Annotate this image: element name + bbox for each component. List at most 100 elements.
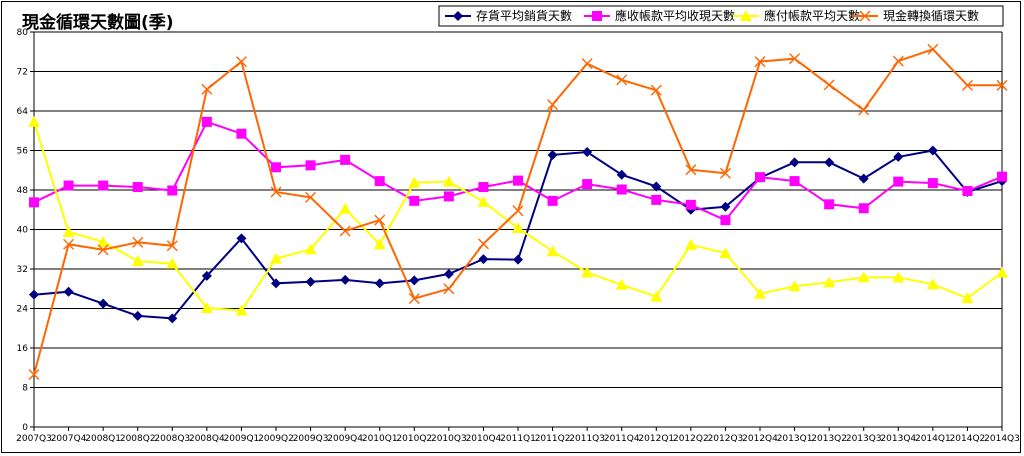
data-point [926, 278, 939, 290]
data-point-stroke [339, 225, 351, 237]
series-line [33, 120, 1003, 222]
y-tick-label: 40 [17, 226, 29, 236]
data-point [582, 146, 593, 157]
series-2 [29, 116, 1007, 226]
data-point [443, 191, 454, 202]
data-point [581, 58, 593, 70]
chart-title: 現金循環天數圖(季) [22, 12, 174, 33]
data-point [824, 157, 835, 168]
data-point [755, 172, 765, 183]
data-point [616, 169, 627, 180]
data-point-stroke [547, 99, 559, 111]
data-point [98, 180, 109, 191]
data-point [858, 104, 870, 116]
data-point [651, 181, 662, 192]
data-point [789, 53, 801, 65]
data-point [305, 160, 316, 171]
data-point-stroke [581, 58, 593, 70]
data-point [684, 238, 697, 250]
data-point [63, 286, 74, 297]
data-point [513, 175, 523, 186]
data-point [339, 202, 352, 214]
data-point [824, 199, 835, 210]
y-tick-label: 80 [17, 28, 29, 38]
data-point [547, 195, 558, 206]
data-point [236, 128, 247, 139]
data-point [131, 255, 144, 267]
x-tick-label: 2009Q4 [327, 434, 363, 444]
data-point [374, 176, 385, 187]
y-tick-label: 8 [22, 384, 28, 394]
x-tick-label: 2010Q3 [431, 434, 467, 444]
data-point [304, 243, 317, 255]
y-tick-label: 64 [17, 107, 29, 117]
data-point [29, 289, 39, 300]
data-point-stroke [132, 236, 144, 248]
data-point [857, 271, 870, 283]
data-point [132, 236, 144, 248]
data-point [271, 162, 281, 173]
y-axis-ticks: 0 8 16 24 32 40 48 56 64 72 80 [17, 28, 34, 433]
x-tick-label: 2008Q3 [154, 434, 190, 444]
data-point [616, 184, 627, 195]
data-point [97, 235, 110, 247]
data-point-stroke [28, 369, 40, 381]
series-3 [28, 115, 1008, 316]
data-point [582, 179, 593, 190]
data-point [720, 215, 731, 226]
data-point [28, 369, 40, 381]
legend-item-4: 現金轉換循環天數 [852, 8, 979, 23]
data-point [29, 197, 39, 208]
data-point-stroke [650, 84, 662, 96]
data-point-stroke [408, 293, 420, 305]
data-point-stroke [859, 10, 871, 22]
x-tick-label: 2012Q2 [673, 434, 709, 444]
data-point [754, 56, 766, 68]
data-point-stroke [961, 79, 973, 91]
data-point [512, 222, 524, 234]
y-tick-label: 32 [17, 265, 28, 275]
data-point [201, 270, 212, 281]
data-point [754, 287, 766, 299]
data-point-stroke [97, 244, 109, 256]
data-point [685, 199, 696, 210]
data-point [513, 254, 523, 265]
data-point [615, 278, 628, 290]
data-point-stroke [858, 104, 870, 116]
data-point [270, 252, 282, 264]
legend-label: 存貨平均銷貨天數 [476, 8, 572, 23]
legend: 存貨平均銷貨天數 應收帳款平均收現天數 應付帳款平均天數 現金轉換循環天數 [438, 5, 1004, 27]
data-point [97, 244, 109, 256]
data-point [823, 276, 836, 288]
data-point [235, 56, 247, 68]
data-point-stroke [685, 164, 697, 176]
data-point-stroke [996, 79, 1008, 91]
data-point [788, 280, 801, 292]
x-tick-label: 2013Q4 [880, 434, 916, 444]
data-point [893, 151, 904, 162]
data-point [789, 157, 800, 168]
x-tick-label: 2011Q2 [535, 434, 571, 444]
data-point [478, 254, 489, 265]
x-tick-label: 2009Q1 [224, 434, 260, 444]
x-tick-label: 2012Q1 [638, 434, 674, 444]
data-point [201, 116, 212, 127]
data-point [997, 171, 1007, 182]
data-point-stroke [616, 74, 628, 86]
data-point [339, 225, 351, 237]
data-point [961, 292, 974, 304]
data-point [478, 182, 489, 193]
data-point [201, 83, 213, 95]
data-point [546, 245, 559, 257]
data-point [63, 238, 75, 250]
data-point [996, 79, 1008, 91]
data-point [408, 176, 421, 188]
data-point-stroke [235, 56, 247, 68]
data-point [892, 271, 905, 283]
data-point [236, 233, 247, 244]
y-tick-label: 24 [17, 305, 29, 315]
x-tick-label: 2013Q1 [777, 434, 813, 444]
data-point [270, 186, 282, 198]
legend-box [438, 5, 1004, 27]
